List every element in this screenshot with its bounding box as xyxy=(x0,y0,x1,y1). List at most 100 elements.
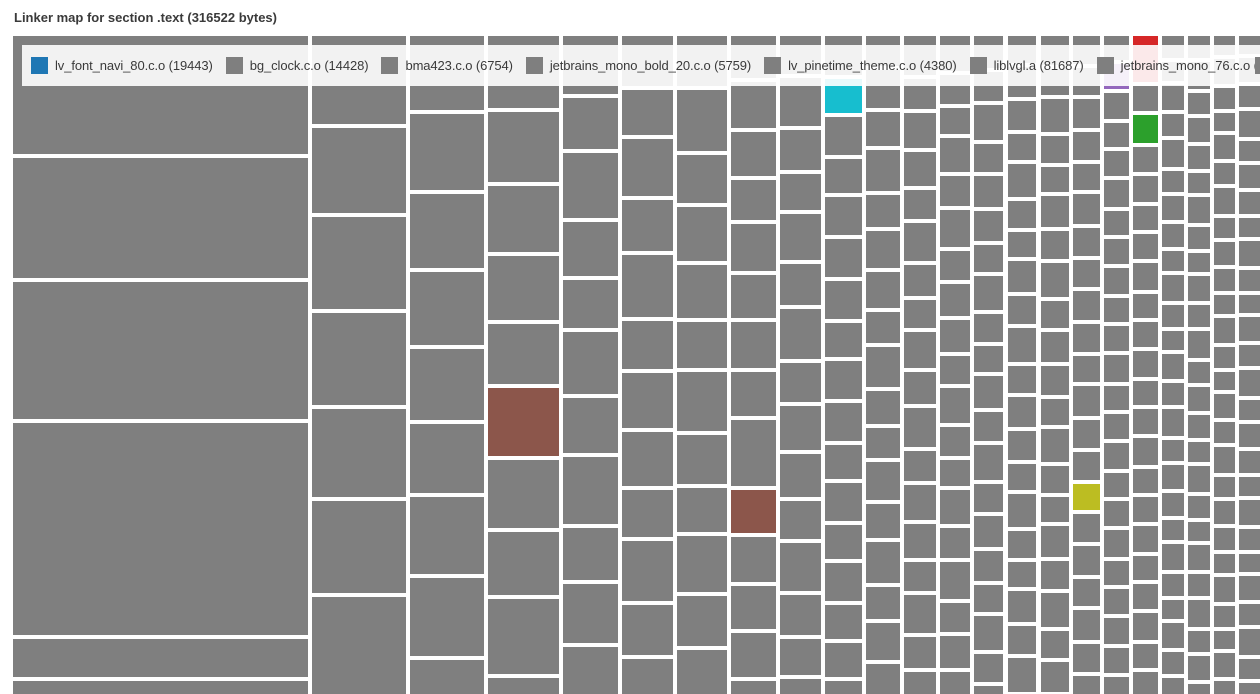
treemap-block[interactable] xyxy=(780,595,821,635)
treemap-block[interactable] xyxy=(1162,678,1184,694)
treemap-block[interactable] xyxy=(731,322,776,368)
treemap-block[interactable] xyxy=(622,90,673,135)
treemap-block[interactable] xyxy=(1133,294,1158,318)
treemap-block[interactable] xyxy=(1162,409,1184,436)
treemap-block[interactable] xyxy=(1214,528,1235,550)
treemap-block[interactable] xyxy=(1104,151,1129,176)
treemap-block[interactable] xyxy=(1162,305,1184,327)
treemap-block[interactable] xyxy=(622,373,673,428)
treemap-block[interactable] xyxy=(940,176,970,206)
treemap-block[interactable] xyxy=(1008,562,1036,587)
treemap-block[interactable] xyxy=(410,349,484,420)
treemap-block[interactable] xyxy=(1041,332,1069,362)
treemap-block[interactable] xyxy=(1214,394,1235,418)
treemap-block[interactable] xyxy=(563,647,618,694)
treemap-block[interactable] xyxy=(1104,355,1129,382)
treemap-block[interactable] xyxy=(974,445,1003,480)
treemap-block[interactable] xyxy=(622,139,673,196)
treemap-block[interactable] xyxy=(1162,544,1184,570)
treemap-block[interactable] xyxy=(1041,231,1069,259)
treemap-block[interactable] xyxy=(1104,180,1129,207)
treemap-block[interactable] xyxy=(1239,86,1260,107)
treemap-block[interactable] xyxy=(410,194,484,268)
treemap-block[interactable] xyxy=(904,637,936,668)
treemap-block[interactable] xyxy=(1239,400,1260,420)
treemap-block-brown[interactable] xyxy=(488,388,559,456)
treemap-block[interactable] xyxy=(1104,414,1129,439)
treemap-block[interactable] xyxy=(1239,477,1260,496)
treemap-block[interactable] xyxy=(1104,123,1129,147)
treemap-block[interactable] xyxy=(1214,653,1235,677)
treemap-block[interactable] xyxy=(13,282,308,419)
treemap-block[interactable] xyxy=(1008,464,1036,490)
treemap-block[interactable] xyxy=(1214,318,1235,343)
treemap-block[interactable] xyxy=(1041,136,1069,163)
treemap-block[interactable] xyxy=(563,332,618,394)
treemap-block[interactable] xyxy=(1214,631,1235,649)
treemap-block[interactable] xyxy=(1008,431,1036,460)
treemap-block[interactable] xyxy=(1104,211,1129,235)
treemap-block[interactable] xyxy=(1104,618,1129,644)
treemap-block[interactable] xyxy=(1239,576,1260,600)
treemap-block[interactable] xyxy=(825,681,862,694)
treemap-block[interactable] xyxy=(1188,93,1210,114)
treemap-block[interactable] xyxy=(866,231,900,268)
treemap-block[interactable] xyxy=(1214,554,1235,573)
treemap-block[interactable] xyxy=(312,313,406,405)
treemap-block[interactable] xyxy=(1041,526,1069,557)
treemap-block[interactable] xyxy=(1133,469,1158,493)
treemap-block[interactable] xyxy=(1008,232,1036,257)
treemap-block[interactable] xyxy=(1162,140,1184,167)
treemap-block[interactable] xyxy=(1162,574,1184,596)
treemap-block[interactable] xyxy=(1162,331,1184,350)
treemap-block[interactable] xyxy=(1008,328,1036,362)
treemap-block[interactable] xyxy=(1239,683,1260,694)
treemap-block[interactable] xyxy=(940,603,970,632)
treemap-block[interactable] xyxy=(1239,218,1260,237)
treemap-block[interactable] xyxy=(940,427,970,456)
treemap-block[interactable] xyxy=(1214,88,1235,109)
treemap-block[interactable] xyxy=(1188,684,1210,694)
treemap-block[interactable] xyxy=(1188,387,1210,411)
treemap-block[interactable] xyxy=(974,314,1003,342)
treemap-block[interactable] xyxy=(1104,443,1129,469)
treemap-block[interactable] xyxy=(1214,477,1235,497)
treemap-block[interactable] xyxy=(1041,196,1069,227)
treemap-block[interactable] xyxy=(1041,593,1069,627)
treemap-block[interactable] xyxy=(940,138,970,172)
treemap-block[interactable] xyxy=(974,516,1003,547)
treemap-block[interactable] xyxy=(1008,201,1036,228)
treemap-block[interactable] xyxy=(563,280,618,328)
treemap-block[interactable] xyxy=(1133,497,1158,522)
treemap-block[interactable] xyxy=(677,536,727,592)
treemap-block[interactable] xyxy=(904,562,936,591)
treemap-block[interactable] xyxy=(677,650,727,694)
treemap-block[interactable] xyxy=(904,595,936,633)
treemap-block[interactable] xyxy=(1133,234,1158,259)
treemap-block[interactable] xyxy=(1133,176,1158,202)
treemap-block[interactable] xyxy=(622,659,673,694)
treemap-block[interactable] xyxy=(410,660,484,694)
treemap-block[interactable] xyxy=(940,460,970,486)
treemap-block[interactable] xyxy=(1104,648,1129,673)
treemap-block[interactable] xyxy=(1104,268,1129,294)
treemap-block[interactable] xyxy=(1188,522,1210,541)
treemap-block[interactable] xyxy=(410,424,484,493)
treemap-block[interactable] xyxy=(1239,370,1260,396)
treemap-block[interactable] xyxy=(825,323,862,357)
treemap-block[interactable] xyxy=(1133,584,1158,609)
treemap-block[interactable] xyxy=(974,346,1003,372)
treemap-block[interactable] xyxy=(1162,600,1184,619)
treemap-block[interactable] xyxy=(731,372,776,416)
treemap-block[interactable] xyxy=(622,605,673,655)
treemap-block[interactable] xyxy=(1214,242,1235,265)
treemap-block[interactable] xyxy=(1041,466,1069,493)
treemap-block[interactable] xyxy=(866,428,900,458)
treemap-block[interactable] xyxy=(1239,111,1260,137)
treemap-block[interactable] xyxy=(974,654,1003,682)
treemap-block[interactable] xyxy=(1041,99,1069,132)
treemap-block[interactable] xyxy=(780,214,821,260)
treemap-block[interactable] xyxy=(563,222,618,276)
treemap-block[interactable] xyxy=(1239,241,1260,266)
treemap-block[interactable] xyxy=(1188,600,1210,627)
